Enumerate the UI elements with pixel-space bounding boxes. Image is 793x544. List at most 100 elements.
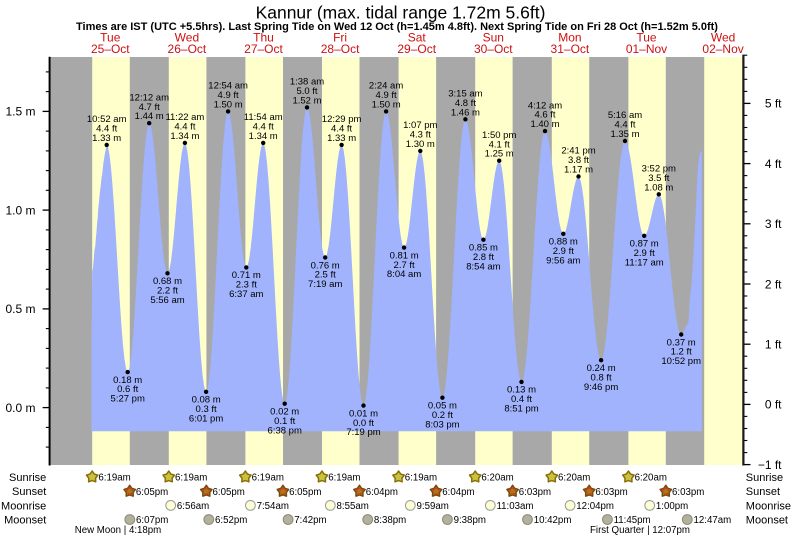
svg-text:3:52 pm: 3:52 pm bbox=[642, 164, 676, 175]
svg-text:4.4 ft: 4.4 ft bbox=[174, 122, 195, 133]
svg-text:5.0 ft: 5.0 ft bbox=[296, 86, 317, 97]
svg-text:1:50 pm: 1:50 pm bbox=[482, 130, 516, 141]
svg-text:Wed: Wed bbox=[175, 31, 199, 45]
svg-text:4.4 ft: 4.4 ft bbox=[614, 120, 635, 131]
svg-text:2:41 pm: 2:41 pm bbox=[561, 146, 595, 157]
svg-text:6:19am: 6:19am bbox=[98, 473, 130, 484]
svg-text:0.5 m: 0.5 m bbox=[5, 302, 35, 316]
svg-text:Sunrise: Sunrise bbox=[746, 472, 783, 484]
svg-text:6:05pm: 6:05pm bbox=[136, 487, 168, 498]
svg-text:Sat: Sat bbox=[408, 31, 427, 45]
svg-text:2.2 ft: 2.2 ft bbox=[157, 286, 178, 297]
svg-text:6:03pm: 6:03pm bbox=[519, 487, 551, 498]
svg-text:1.40 m: 1.40 m bbox=[530, 119, 559, 130]
svg-text:Thu: Thu bbox=[253, 31, 274, 45]
svg-text:29–Oct: 29–Oct bbox=[397, 42, 436, 56]
svg-text:0.81 m: 0.81 m bbox=[390, 250, 419, 261]
svg-text:0.68 m: 0.68 m bbox=[153, 276, 182, 287]
svg-text:Wed: Wed bbox=[711, 31, 735, 45]
svg-text:0.6 ft: 0.6 ft bbox=[117, 384, 138, 395]
svg-text:6:03pm: 6:03pm bbox=[595, 487, 627, 498]
svg-text:1.44 m: 1.44 m bbox=[135, 111, 164, 122]
svg-text:4.1 ft: 4.1 ft bbox=[489, 139, 510, 150]
svg-text:Tue: Tue bbox=[100, 31, 121, 45]
svg-text:4.8 ft: 4.8 ft bbox=[455, 98, 476, 109]
svg-text:8:04 am: 8:04 am bbox=[387, 269, 421, 280]
svg-text:4.6 ft: 4.6 ft bbox=[534, 110, 555, 121]
svg-text:0.88 m: 0.88 m bbox=[549, 237, 578, 248]
svg-text:8:51 pm: 8:51 pm bbox=[504, 404, 538, 415]
svg-text:8:38pm: 8:38pm bbox=[374, 515, 406, 526]
svg-text:1.34 m: 1.34 m bbox=[170, 131, 199, 142]
svg-text:0.13 m: 0.13 m bbox=[507, 385, 536, 396]
svg-text:2.9 ft: 2.9 ft bbox=[553, 246, 574, 257]
svg-text:28–Oct: 28–Oct bbox=[321, 42, 360, 56]
svg-text:1.34 m: 1.34 m bbox=[249, 131, 278, 142]
svg-text:12:12 am: 12:12 am bbox=[129, 92, 169, 103]
svg-text:5:27 pm: 5:27 pm bbox=[111, 394, 145, 405]
svg-text:6:56am: 6:56am bbox=[177, 501, 209, 512]
svg-text:0.8 ft: 0.8 ft bbox=[591, 372, 612, 383]
svg-text:3:15 am: 3:15 am bbox=[448, 89, 482, 100]
svg-text:1.46 m: 1.46 m bbox=[451, 107, 480, 118]
svg-text:1.30 m: 1.30 m bbox=[406, 139, 435, 150]
svg-text:Sunset: Sunset bbox=[12, 486, 46, 498]
svg-text:Times are IST (UTC +5.5hrs). L: Times are IST (UTC +5.5hrs). Last Spring… bbox=[76, 21, 718, 33]
svg-text:New Moon | 4:18pm: New Moon | 4:18pm bbox=[75, 525, 162, 536]
svg-text:11:03am: 11:03am bbox=[497, 501, 534, 512]
svg-text:7:19 am: 7:19 am bbox=[308, 279, 342, 290]
svg-text:11:22 am: 11:22 am bbox=[165, 112, 204, 123]
svg-text:4.3 ft: 4.3 ft bbox=[410, 130, 431, 141]
svg-text:0.76 m: 0.76 m bbox=[311, 260, 340, 271]
svg-text:6:05pm: 6:05pm bbox=[213, 487, 245, 498]
svg-text:4.4 ft: 4.4 ft bbox=[96, 124, 117, 135]
svg-text:01–Nov: 01–Nov bbox=[626, 42, 667, 56]
svg-text:1:07 pm: 1:07 pm bbox=[403, 120, 437, 131]
svg-text:30–Oct: 30–Oct bbox=[474, 42, 513, 56]
svg-text:1.2 ft: 1.2 ft bbox=[671, 347, 692, 358]
svg-text:6:07pm: 6:07pm bbox=[136, 515, 168, 526]
svg-text:5 ft: 5 ft bbox=[765, 97, 782, 111]
svg-text:12:04pm: 12:04pm bbox=[576, 501, 614, 512]
svg-text:3.8 ft: 3.8 ft bbox=[568, 155, 589, 166]
svg-text:7:42pm: 7:42pm bbox=[294, 515, 326, 526]
svg-text:1.33 m: 1.33 m bbox=[327, 133, 356, 144]
svg-text:4:12 am: 4:12 am bbox=[528, 100, 562, 111]
svg-text:0.01 m: 0.01 m bbox=[349, 408, 378, 419]
svg-text:25–Oct: 25–Oct bbox=[91, 42, 130, 56]
svg-text:0.05 m: 0.05 m bbox=[428, 401, 457, 412]
svg-text:31–Oct: 31–Oct bbox=[551, 42, 590, 56]
svg-text:First Quarter | 12:07pm: First Quarter | 12:07pm bbox=[590, 525, 690, 536]
svg-text:1.50 m: 1.50 m bbox=[214, 99, 243, 110]
svg-text:11:54 am: 11:54 am bbox=[244, 112, 283, 123]
svg-text:6:19am: 6:19am bbox=[175, 473, 207, 484]
svg-text:5:56 am: 5:56 am bbox=[150, 295, 184, 306]
svg-text:0.87 m: 0.87 m bbox=[630, 239, 659, 250]
svg-text:0.1 ft: 0.1 ft bbox=[274, 416, 295, 427]
svg-text:Sunset: Sunset bbox=[746, 486, 780, 498]
svg-text:Moonrise: Moonrise bbox=[746, 500, 791, 512]
svg-text:7:54am: 7:54am bbox=[257, 501, 289, 512]
svg-text:0.24 m: 0.24 m bbox=[587, 363, 616, 374]
svg-text:0.3 ft: 0.3 ft bbox=[196, 404, 217, 415]
svg-text:27–Oct: 27–Oct bbox=[244, 42, 283, 56]
svg-text:5:16 am: 5:16 am bbox=[608, 110, 642, 121]
svg-text:6:19am: 6:19am bbox=[252, 473, 284, 484]
svg-text:0.85 m: 0.85 m bbox=[469, 243, 498, 254]
svg-text:4 ft: 4 ft bbox=[765, 157, 782, 171]
svg-text:6:20am: 6:20am bbox=[558, 473, 590, 484]
svg-text:12:54 am: 12:54 am bbox=[208, 81, 248, 92]
svg-text:02–Nov: 02–Nov bbox=[702, 42, 743, 56]
svg-text:6:52pm: 6:52pm bbox=[215, 515, 247, 526]
svg-text:9:56 am: 9:56 am bbox=[546, 255, 580, 266]
svg-text:2.5 ft: 2.5 ft bbox=[315, 270, 336, 281]
svg-text:10:42pm: 10:42pm bbox=[534, 515, 572, 526]
svg-text:9:46 pm: 9:46 pm bbox=[584, 382, 618, 393]
svg-text:10:52 pm: 10:52 pm bbox=[661, 356, 701, 367]
svg-text:11:45pm: 11:45pm bbox=[614, 515, 651, 526]
svg-text:Fri: Fri bbox=[333, 31, 347, 45]
svg-text:1.33 m: 1.33 m bbox=[92, 133, 121, 144]
svg-text:1.25 m: 1.25 m bbox=[485, 149, 514, 160]
svg-text:Sunrise: Sunrise bbox=[9, 472, 46, 484]
svg-text:1.08 m: 1.08 m bbox=[644, 182, 673, 193]
